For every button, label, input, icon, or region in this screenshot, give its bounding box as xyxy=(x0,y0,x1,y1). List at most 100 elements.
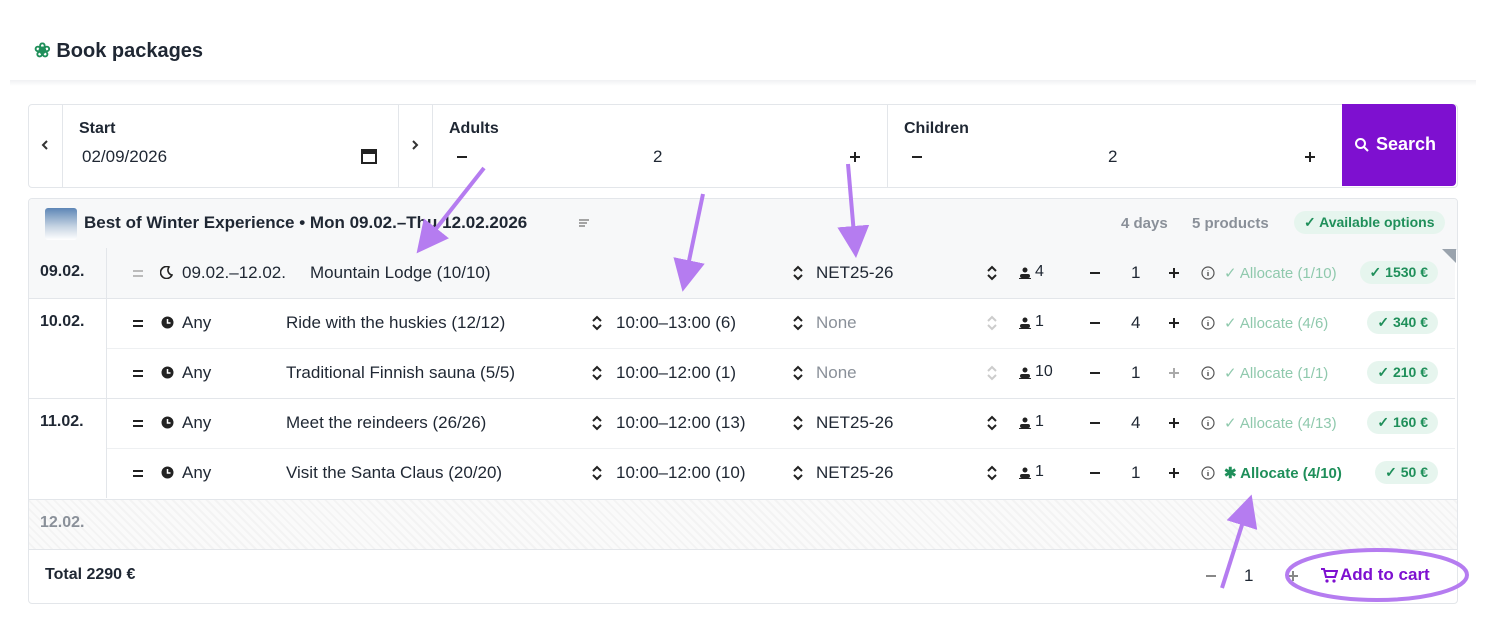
sep xyxy=(398,104,399,188)
qty: 4 xyxy=(1131,413,1141,432)
search-icon xyxy=(1355,138,1369,152)
rate: NET25-26 xyxy=(816,413,894,432)
product: Ride with the huskies (12/12) xyxy=(286,313,506,332)
info-icon xyxy=(1201,366,1215,380)
price: ✓ 1530 € xyxy=(1359,261,1438,284)
clock-icon xyxy=(161,416,174,429)
package-header xyxy=(29,199,1457,250)
status-pill: ✓ Available options xyxy=(1294,211,1445,234)
date-sep xyxy=(106,398,107,448)
pax: 4 xyxy=(1035,263,1044,280)
minus-button xyxy=(1090,272,1100,274)
search-bar xyxy=(28,104,1458,188)
plus-button xyxy=(1169,268,1179,278)
minus-button xyxy=(912,156,922,158)
row-sep xyxy=(106,448,1455,449)
sort-icon xyxy=(987,365,997,381)
qty: 1 xyxy=(1131,363,1141,382)
pax-icon xyxy=(1019,367,1031,379)
product: Traditional Finnish sauna (5/5) xyxy=(286,363,515,382)
time: Any xyxy=(182,413,212,432)
minus-button xyxy=(1090,322,1100,324)
clock-icon xyxy=(161,366,174,379)
rate: NET25-26 xyxy=(816,463,894,482)
date: 11.02. xyxy=(40,413,84,430)
info-icon xyxy=(1201,266,1215,280)
plus-button xyxy=(1288,571,1298,581)
sort-icon xyxy=(592,365,602,381)
minus-button xyxy=(1206,575,1216,577)
plus-button xyxy=(1169,418,1179,428)
plus-button xyxy=(1305,152,1315,162)
field-label: Adults xyxy=(449,120,499,137)
plus-button xyxy=(1169,368,1179,378)
allocate: ✓ Allocate (1/1) xyxy=(1224,365,1329,382)
date: 09.02. xyxy=(40,263,85,280)
drag-handle xyxy=(133,420,143,427)
plus-button xyxy=(1169,318,1179,328)
row-bg xyxy=(29,249,1455,298)
minus-button xyxy=(1090,422,1100,424)
rate: NET25-26 xyxy=(816,263,894,282)
add-to-cart[interactable]: Add to cart xyxy=(1340,565,1430,584)
cart-qty: 1 xyxy=(1244,566,1254,585)
allocate: ✓ Allocate (4/6) xyxy=(1224,315,1329,332)
rate: None xyxy=(816,313,857,332)
pax-icon xyxy=(1019,317,1031,329)
time: 09.02.–12.02. xyxy=(182,263,286,282)
sort-icon xyxy=(793,465,803,481)
package-title: Best of Winter Experience • Mon 09.02.–T… xyxy=(84,213,528,232)
row-sep xyxy=(106,348,1455,349)
plus-button xyxy=(1169,468,1179,478)
icon: ❀ xyxy=(34,40,51,62)
sort-icon xyxy=(793,265,803,281)
prev-button[interactable] xyxy=(40,138,50,152)
pax-icon xyxy=(1019,267,1031,279)
drag-handle xyxy=(133,470,143,477)
pax-icon xyxy=(1019,467,1031,479)
sort-icon xyxy=(592,315,602,331)
date-sep xyxy=(106,298,107,348)
package-thumb xyxy=(45,208,77,240)
adults-value: 2 xyxy=(653,147,663,166)
sep xyxy=(29,549,1457,550)
total: Total 2290 € xyxy=(45,566,136,583)
qty: 1 xyxy=(1131,263,1141,282)
sort-icon xyxy=(987,465,997,481)
sep xyxy=(62,104,63,188)
time: Any xyxy=(182,313,212,332)
info-icon xyxy=(1201,466,1215,480)
sep xyxy=(432,104,433,188)
sep xyxy=(887,104,888,188)
menu-icon xyxy=(579,219,589,227)
date-input[interactable]: 02/09/2026 xyxy=(82,147,168,166)
minus-button xyxy=(1090,372,1100,374)
products: 5 products xyxy=(1192,215,1269,232)
divider xyxy=(10,80,1476,86)
search-button[interactable] xyxy=(1342,104,1456,186)
sort-icon xyxy=(793,415,803,431)
drag-handle xyxy=(133,270,143,277)
next-button[interactable] xyxy=(410,138,420,152)
allocate: ✓ Allocate (1/10) xyxy=(1224,265,1337,282)
slot: 10:00–12:00 (1) xyxy=(616,363,737,382)
date-sep xyxy=(106,348,107,398)
cart-icon xyxy=(1321,568,1338,583)
date: 12.02. xyxy=(40,514,85,531)
sort-icon xyxy=(987,415,997,431)
pax: 1 xyxy=(1035,463,1044,480)
pax: 1 xyxy=(1035,313,1044,330)
corner xyxy=(1442,249,1456,263)
moon-icon xyxy=(160,266,173,279)
price: ✓ 210 € xyxy=(1367,361,1438,384)
price: ✓ 50 € xyxy=(1375,461,1438,484)
product: Visit the Santa Claus (20/20) xyxy=(286,463,503,482)
minus-button xyxy=(1090,472,1100,474)
children-value: 2 xyxy=(1108,147,1118,166)
pax: 10 xyxy=(1035,363,1053,380)
calendar-icon[interactable] xyxy=(360,147,378,165)
field-label: Children xyxy=(904,120,969,137)
date-sep xyxy=(106,448,107,498)
price: ✓ 340 € xyxy=(1367,311,1438,334)
